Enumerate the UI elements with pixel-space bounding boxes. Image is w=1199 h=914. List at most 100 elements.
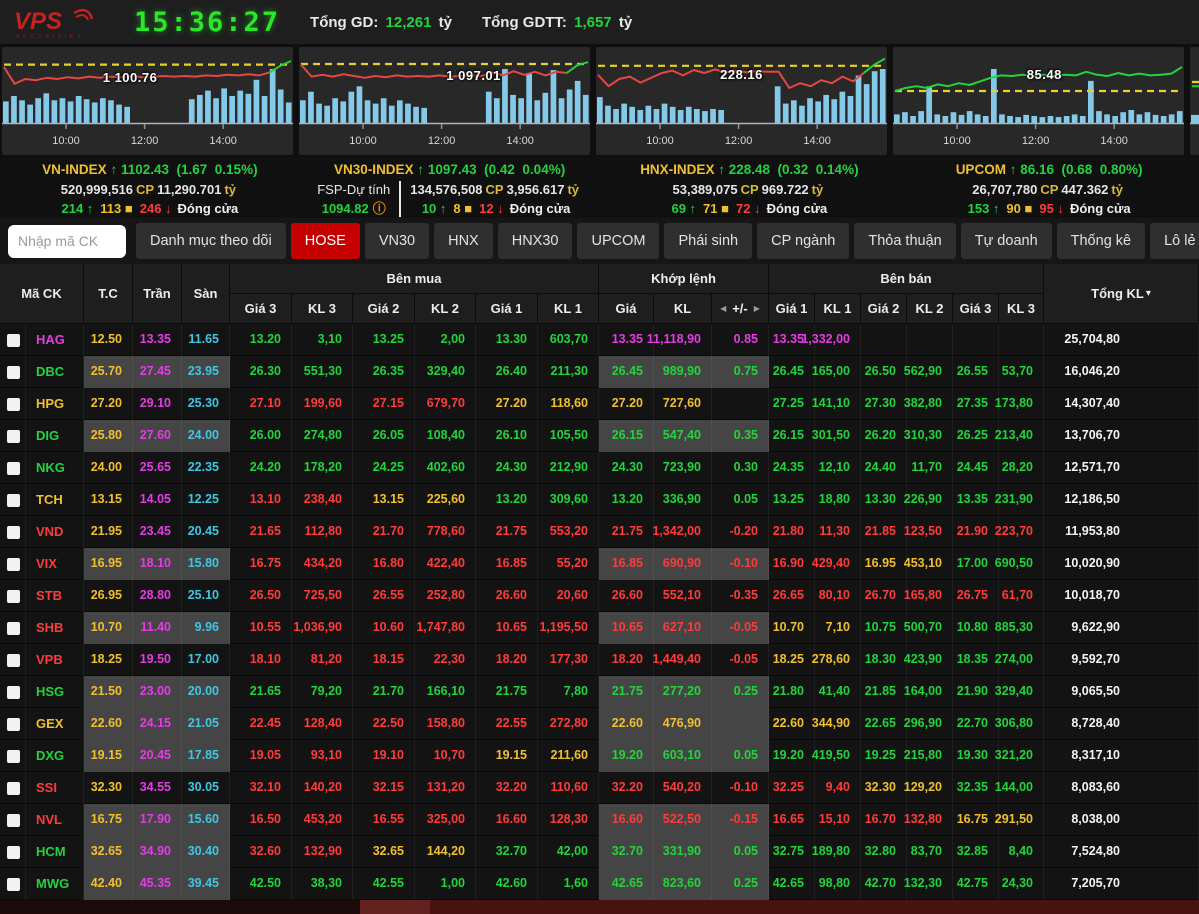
bid2-price: 26.55 — [353, 580, 415, 612]
col-header-tong-kl[interactable]: Tổng KL ▾ — [1044, 264, 1199, 324]
row-checkbox[interactable] — [7, 781, 20, 795]
bid1-price: 13.30 — [476, 324, 538, 356]
row-checkbox[interactable] — [7, 557, 20, 571]
row-checkbox[interactable] — [7, 589, 20, 603]
index-share-volume: 53,389,075 — [672, 182, 738, 197]
ticker-cell[interactable]: HCM — [26, 836, 84, 868]
ticker-cell[interactable]: SHB — [26, 612, 84, 644]
row-checkbox[interactable] — [7, 429, 20, 443]
ticker-cell[interactable]: HSG — [26, 676, 84, 708]
tab-hnx[interactable]: HNX — [434, 223, 493, 259]
index-chart-panel-3[interactable]: 10:00 12:00 14:00 228.16 — [596, 47, 887, 155]
search-input[interactable] — [8, 224, 126, 258]
tab-upcom[interactable]: UPCOM — [577, 223, 660, 259]
prev-arrow-icon[interactable]: ◀ — [720, 304, 727, 313]
match-change: 0.75 — [712, 356, 769, 388]
bid3-price: 21.65 — [230, 676, 292, 708]
floor-price-cell: 22.35 — [182, 452, 230, 484]
row-checkbox[interactable] — [7, 621, 20, 635]
clock: 15:36:27 — [134, 6, 281, 38]
price-row-STB: STB 26.95 28.80 25.10 26.50 725,50 26.55 252,80… — [0, 580, 1199, 612]
row-checkbox[interactable] — [7, 461, 20, 475]
ask1-price: 21.80 — [769, 516, 815, 548]
bid3-price: 26.50 — [230, 580, 292, 612]
row-checkbox[interactable] — [7, 365, 20, 379]
col-header-tran: Trần — [133, 264, 182, 324]
row-checkbox[interactable] — [7, 685, 20, 699]
index-chart-panel-1[interactable]: 10:00 12:00 14:00 1 100.76 — [2, 47, 293, 155]
index-panel-vn-index[interactable]: VN-INDEX ↑ 1102.43 (1.67 0.15%) 520,999,5… — [0, 158, 300, 218]
tab-cp-ngành[interactable]: CP ngành — [757, 223, 850, 259]
ask1-vol: 7,10 — [815, 612, 861, 644]
ticker-cell[interactable]: DBC — [26, 356, 84, 388]
row-checkbox[interactable] — [7, 653, 20, 667]
ticker-cell[interactable]: TCH — [26, 484, 84, 516]
ticker-cell[interactable]: VND — [26, 516, 84, 548]
vn30-fsp-block: FSP-Dự tính 1094.82 ⓘ 134,576,508 CP 3,956.61… — [300, 180, 600, 218]
bid1-price: 16.85 — [476, 548, 538, 580]
ask1-price: 18.25 — [769, 644, 815, 676]
match-price: 10.65 — [599, 612, 654, 644]
tab-tự-doanh[interactable]: Tự doanh — [960, 223, 1052, 259]
fsp-label: FSP-Dự tính — [317, 182, 391, 197]
row-checkbox[interactable] — [7, 525, 20, 539]
col-group-ben-mua: Bên mua — [230, 264, 599, 294]
tab-phái-sinh[interactable]: Phái sinh — [664, 223, 753, 259]
tab-hnx30[interactable]: HNX30 — [497, 223, 573, 259]
checkbox-cell — [0, 580, 26, 612]
row-checkbox[interactable] — [7, 717, 20, 731]
ticker-cell[interactable]: VIX — [26, 548, 84, 580]
ticker-cell[interactable]: VPB — [26, 644, 84, 676]
match-price: 27.20 — [599, 388, 654, 420]
bid1-price: 13.20 — [476, 484, 538, 516]
ask2-vol: 423,90 — [904, 644, 953, 676]
ref-price-cell: 32.30 — [84, 772, 133, 804]
match-change: 0.05 — [712, 484, 769, 516]
ask3-vol: 213,40 — [995, 420, 1044, 452]
tab-thỏa-thuận[interactable]: Thỏa thuận — [854, 223, 956, 259]
ticker-cell[interactable]: NKG — [26, 452, 84, 484]
row-checkbox[interactable] — [7, 493, 20, 507]
tab-danh-mục-theo-dõi[interactable]: Danh mục theo dõi — [136, 223, 286, 259]
row-checkbox[interactable] — [7, 333, 20, 347]
row-checkbox[interactable] — [7, 845, 20, 859]
ask1-vol: 419,50 — [812, 740, 861, 772]
ticker-cell[interactable]: STB — [26, 580, 84, 612]
tab-lô-lẻ[interactable]: Lô lẻ — [1150, 223, 1199, 259]
ty-label: tỷ — [1111, 182, 1123, 197]
ticker-cell[interactable]: DXG — [26, 740, 84, 772]
index-panel-hnx-index[interactable]: HNX-INDEX ↑ 228.48 (0.32 0.14%) 53,389,07… — [600, 158, 900, 218]
ticker-cell[interactable]: DIG — [26, 420, 84, 452]
match-change: 0.25 — [712, 868, 769, 900]
price-board: HAG 12.50 13.35 11.65 13.20 3,10 13.25 2,00 13.3… — [0, 324, 1199, 900]
ticker-cell[interactable]: NVL — [26, 804, 84, 836]
index-chart-panel-5[interactable] — [1190, 47, 1199, 155]
index-chart-panel-4[interactable]: 10:00 12:00 14:00 85.48 — [893, 47, 1184, 155]
row-checkbox[interactable] — [7, 749, 20, 763]
bid1-vol: 272,80 — [538, 708, 599, 740]
ticker-symbol: MWG — [36, 876, 70, 891]
ticker-cell[interactable]: MWG — [26, 868, 84, 900]
index-panel-upcom[interactable]: UPCOM ↑ 86.16 (0.68 0.80%) 26,707,780 CP 44… — [899, 158, 1199, 218]
row-checkbox[interactable] — [7, 397, 20, 411]
tab-hose[interactable]: HOSE — [290, 223, 360, 259]
ceiling-price-cell: 20.45 — [133, 740, 182, 772]
info-icon[interactable]: ⓘ — [372, 201, 386, 216]
row-checkbox[interactable] — [7, 813, 20, 827]
bottom-strip-segment — [430, 900, 1199, 914]
ticker-symbol: DBC — [36, 364, 65, 379]
next-arrow-icon[interactable]: ▶ — [753, 304, 760, 313]
index-panel-vn30-index[interactable]: VN30-INDEX ↑ 1097.43 (0.42 0.04%) FSP-Dự … — [300, 158, 600, 218]
ticker-cell[interactable]: HPG — [26, 388, 84, 420]
tab-vn30[interactable]: VN30 — [364, 223, 430, 259]
ticker-cell[interactable]: GEX — [26, 708, 84, 740]
row-checkbox[interactable] — [7, 877, 20, 891]
bid1-vol: 603,70 — [538, 324, 599, 356]
ticker-cell[interactable]: SSI — [26, 772, 84, 804]
ticker-cell[interactable]: HAG — [26, 324, 84, 356]
col-header-sell-6: KL 3 — [999, 294, 1044, 324]
price-row-NKG: NKG 24.00 25.65 22.35 24.20 178,20 24.25 402,60… — [0, 452, 1199, 484]
tab-thống-kê[interactable]: Thống kê — [1056, 223, 1146, 259]
match-change — [712, 708, 769, 740]
index-chart-panel-2[interactable]: 10:00 12:00 14:00 1 097.01 — [299, 47, 590, 155]
